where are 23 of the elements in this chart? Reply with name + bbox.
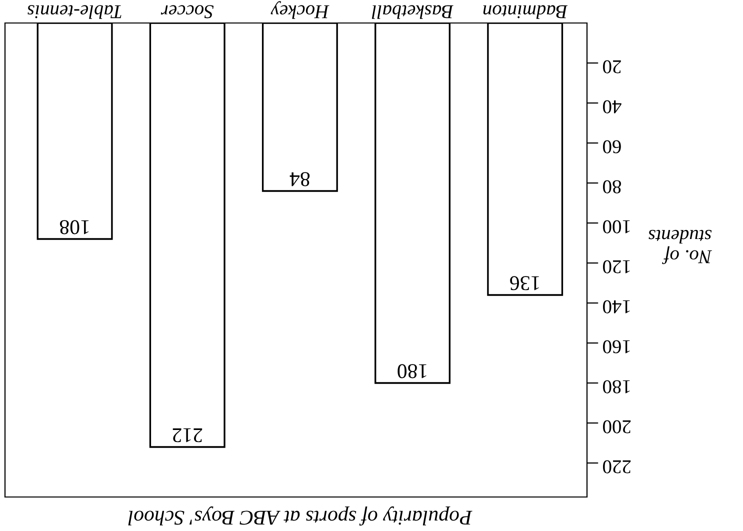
y-tick-label: 200 — [603, 420, 631, 434]
y-axis-title: No. of students — [648, 230, 712, 264]
x-tick-label: Basketball — [372, 5, 454, 19]
y-tick-label: 80 — [603, 180, 621, 194]
data-label: 136 — [510, 276, 539, 290]
data-label: 180 — [398, 364, 426, 378]
data-label: 212 — [172, 428, 202, 442]
data-label: 84 — [290, 172, 310, 186]
y-tick-label: 160 — [603, 340, 630, 354]
x-tick-label: Badminton — [483, 5, 568, 19]
data-label: 108 — [60, 220, 89, 234]
y-tick-label: 20 — [603, 60, 621, 74]
y-tick-label: 180 — [603, 380, 630, 394]
text: Popularity of sports at ABC Boys' School — [128, 506, 472, 526]
y-tick-label: 60 — [603, 140, 621, 154]
x-tick-label: Table-tennis — [28, 5, 122, 19]
y-tick-label: 100 — [603, 220, 630, 234]
y-tick-label: 220 — [603, 460, 631, 474]
y-tick-label: 120 — [603, 260, 630, 274]
x-tick-label: Soccer — [160, 5, 214, 18]
y-tick-label: 40 — [603, 100, 622, 114]
x-tick-label: Hockey — [270, 1, 330, 19]
y-tick-label: 140 — [603, 300, 630, 314]
